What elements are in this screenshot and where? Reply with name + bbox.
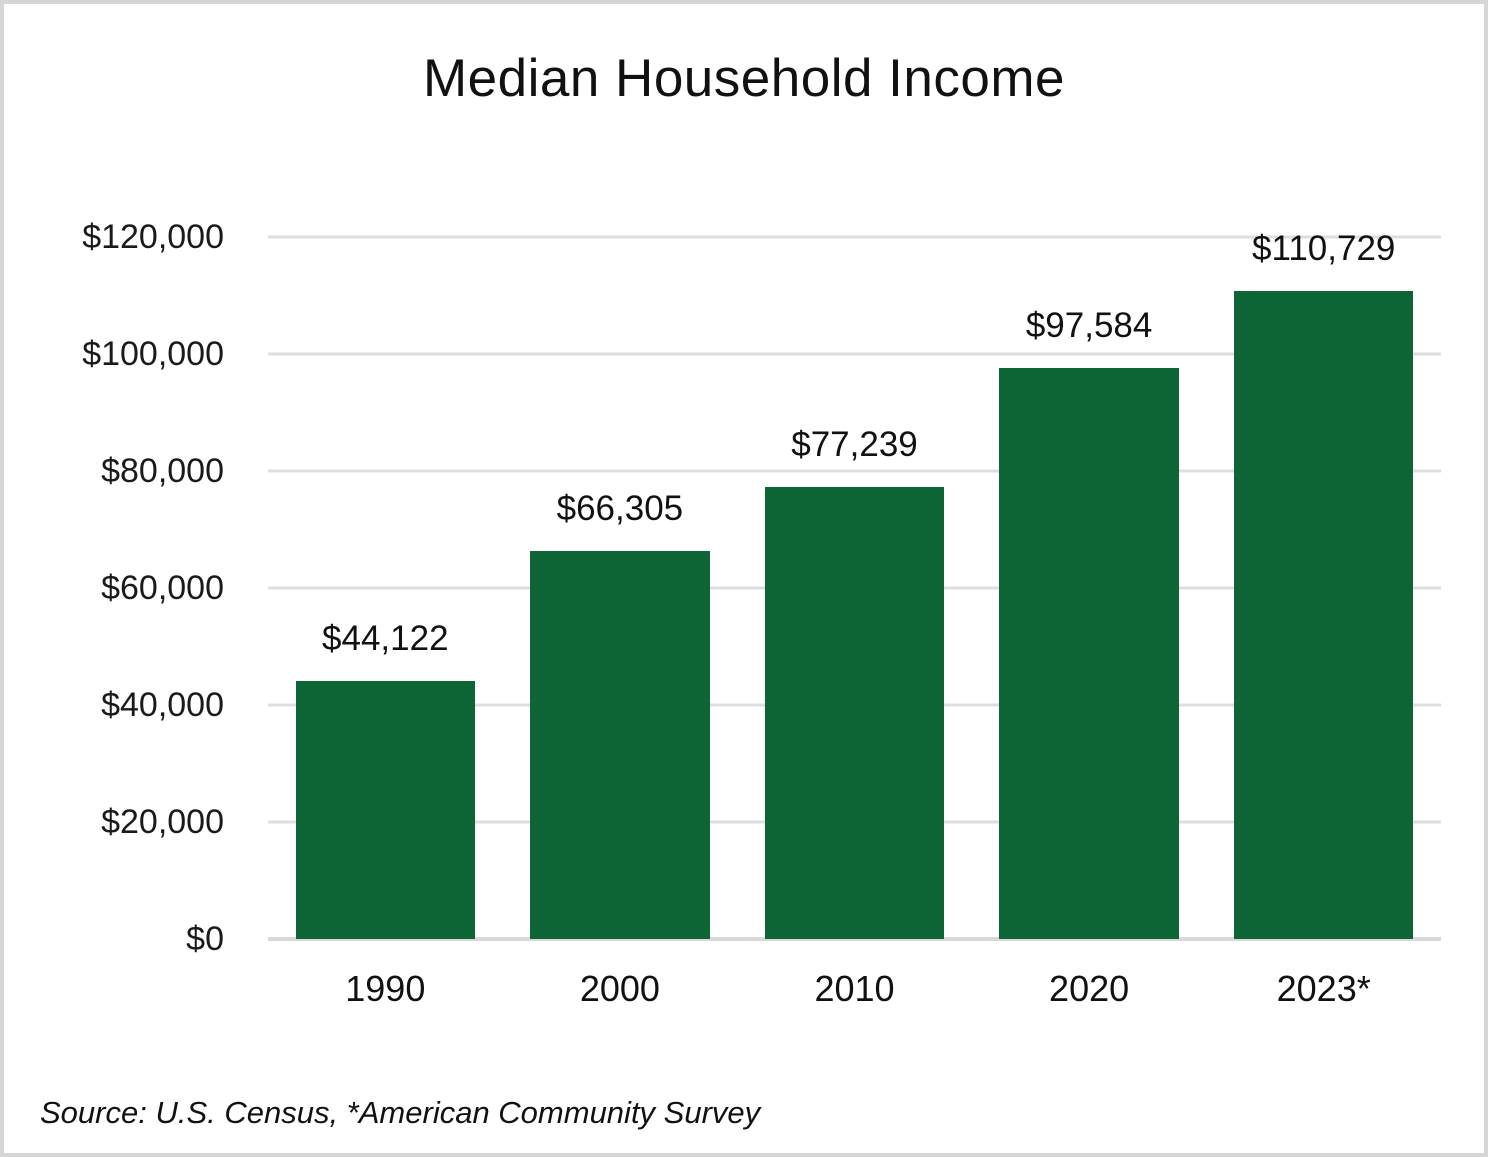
bar-2023 bbox=[1233, 291, 1414, 939]
chart-title: Median Household Income bbox=[423, 49, 1065, 108]
x-axis-tick-label: 2023* bbox=[1276, 968, 1371, 1009]
bar-2020 bbox=[999, 368, 1179, 939]
x-axis-tick-label: 2010 bbox=[814, 968, 895, 1009]
y-axis-tick-label: $20,000 bbox=[101, 803, 224, 841]
bar-value-label: $77,239 bbox=[791, 425, 918, 465]
y-axis-tick-label: $0 bbox=[186, 920, 224, 958]
bar-value-label: $97,584 bbox=[1025, 306, 1153, 346]
x-axis-tick-label: 2020 bbox=[1049, 968, 1130, 1009]
x-axis-tick-label: 2000 bbox=[579, 968, 660, 1009]
source-note: Source: U.S. Census, *American Community… bbox=[40, 1095, 761, 1130]
bar-value-label: $110,729 bbox=[1251, 229, 1396, 269]
y-axis-tick-label: $120,000 bbox=[82, 218, 224, 256]
bar-1990 bbox=[295, 680, 476, 939]
y-axis-tick-label: $100,000 bbox=[82, 335, 224, 373]
y-axis-tick-label: $60,000 bbox=[101, 569, 224, 607]
gridline bbox=[268, 469, 1441, 473]
bar-value-label: $66,305 bbox=[556, 489, 684, 529]
gridline bbox=[268, 352, 1441, 356]
y-axis-tick-label: $40,000 bbox=[101, 686, 224, 724]
y-axis-tick-label: $80,000 bbox=[101, 452, 224, 490]
x-axis-tick-label: 1990 bbox=[345, 968, 426, 1009]
gridline bbox=[268, 235, 1441, 239]
x-axis-baseline bbox=[268, 937, 1441, 941]
bar-value-label: $44,122 bbox=[322, 618, 449, 658]
bar-2000 bbox=[530, 551, 710, 939]
bar-2010 bbox=[764, 487, 945, 939]
plot-area: $0 $20,000 $40,000 $60,000 $80,000 $100,000 $1… bbox=[82, 220, 1441, 1007]
